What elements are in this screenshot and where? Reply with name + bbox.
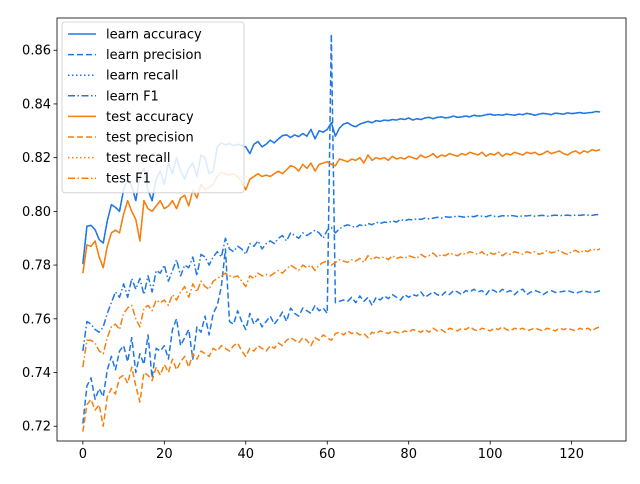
y-tick-label: 0.82: [22, 151, 51, 166]
y-tick-label: 0.80: [22, 205, 51, 220]
legend-label: learn F1: [106, 89, 159, 104]
x-tick-label: 20: [156, 447, 173, 462]
legend-label: learn precision: [106, 48, 202, 63]
legend-label: test accuracy: [106, 110, 194, 125]
x-tick-label: 0: [79, 447, 87, 462]
x-tick-label: 60: [319, 447, 336, 462]
series-line-learn-precision: [82, 33, 601, 424]
plot-frame: [56, 17, 627, 442]
series-line-test-precision: [82, 326, 601, 432]
y-tick-label: 0.78: [22, 259, 51, 274]
legend-label: test recall: [106, 151, 171, 166]
y-tick-label: 0.72: [22, 420, 51, 435]
y-tick-label: 0.76: [22, 312, 51, 327]
legend-box: [61, 21, 245, 194]
series-line-test-f1: [82, 248, 601, 368]
x-tick-label: 80: [400, 447, 417, 462]
y-tick-label: 0.74: [22, 366, 51, 381]
y-tick-label: 0.86: [22, 44, 51, 59]
legend: learn accuracy learn precision learn recal…: [61, 21, 245, 194]
x-tick-label: 120: [559, 447, 584, 462]
legend-label: test precision: [106, 131, 194, 146]
x-axis: 0 20 40 60 80 100 120: [79, 441, 584, 462]
x-tick-label: 40: [238, 447, 255, 462]
series-line-test-accuracy: [82, 148, 601, 274]
legend-label: learn accuracy: [106, 28, 202, 43]
x-tick-label: 100: [478, 447, 503, 462]
y-tick-label: 0.84: [22, 97, 51, 112]
y-axis: 0.72 0.74 0.76 0.78 0.80 0.82 0.84 0.86: [22, 44, 57, 435]
legend-label: test F1: [106, 172, 151, 187]
series-line-learn-f1: [82, 213, 601, 352]
legend-label: learn recall: [106, 69, 178, 84]
